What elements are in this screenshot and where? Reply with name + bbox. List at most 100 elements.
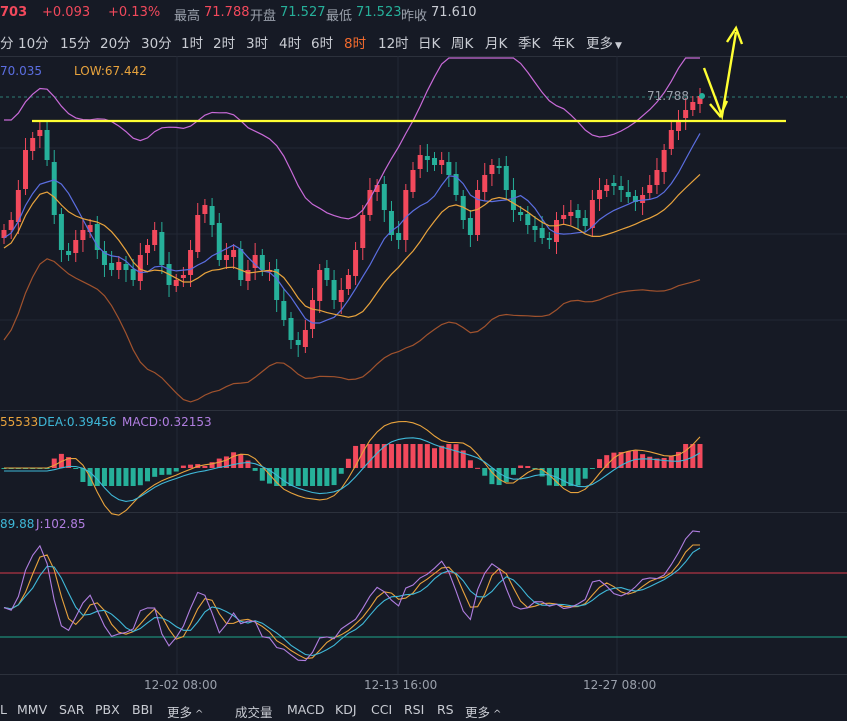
macd-bar	[238, 454, 244, 468]
macd-bar	[274, 468, 280, 486]
macd-bar	[403, 444, 409, 468]
macd-bar	[152, 468, 158, 477]
candle-body	[310, 300, 316, 329]
candle-body	[73, 240, 79, 253]
tab-sar[interactable]: SAR	[59, 702, 85, 717]
candle-body	[130, 269, 136, 280]
candle-body	[410, 170, 416, 192]
chevron-down-icon: ▼	[615, 41, 622, 51]
candle-body	[15, 190, 21, 222]
macd-bar	[381, 444, 387, 468]
macd-bar	[432, 448, 438, 468]
candle-body	[116, 262, 122, 270]
tab-bbi[interactable]: BBI	[132, 702, 153, 717]
ma-line-orange	[3, 173, 701, 318]
candle-body	[632, 196, 638, 202]
macd-bar	[575, 468, 581, 486]
candle-body	[245, 270, 251, 281]
tab-mmv[interactable]: MMV	[17, 702, 48, 717]
kdj-d-line	[3, 547, 701, 657]
macd-bar	[625, 451, 631, 468]
tab-more-sub[interactable]: 更多 ^	[465, 702, 501, 721]
candle-body	[374, 185, 380, 192]
candle-body	[252, 255, 258, 268]
macd-bar	[396, 444, 402, 468]
high-value: 71.788	[204, 5, 250, 20]
interval-10m[interactable]: 10分	[18, 36, 49, 52]
macd-bar	[539, 468, 545, 477]
candle-body	[661, 150, 667, 172]
prev-close-value: 71.610	[431, 5, 477, 20]
interval-6h[interactable]: 6时	[311, 36, 334, 52]
interval-12h[interactable]: 12时	[378, 36, 409, 52]
interval-day[interactable]: 日K	[418, 36, 441, 52]
candle-body	[388, 211, 394, 235]
candle-body	[697, 96, 703, 104]
last-price-tag: 71.788	[647, 89, 689, 103]
tab-indicator-l[interactable]: L	[0, 702, 7, 717]
last-price: 703	[0, 5, 28, 20]
interval-30m[interactable]: 30分	[141, 36, 172, 52]
macd-bar	[446, 444, 452, 468]
tab-rsi[interactable]: RSI	[404, 702, 425, 717]
indicator-tabs: L MMV SAR PBX BBI 更多 ^ 成交量 MACD KDJ CCI R…	[0, 702, 847, 720]
macd-bar	[180, 465, 186, 468]
interval-month[interactable]: 月K	[485, 36, 508, 52]
macd-bar	[159, 468, 165, 475]
macd-bar	[252, 468, 258, 471]
tab-rs[interactable]: RS	[437, 702, 454, 717]
last-price-dot	[699, 93, 705, 99]
tab-more-main[interactable]: 更多 ^	[167, 702, 203, 721]
candle-body	[1, 230, 7, 238]
price-change-percent: +0.13%	[108, 5, 161, 20]
interval-week[interactable]: 周K	[451, 36, 474, 52]
tab-cci[interactable]: CCI	[371, 702, 393, 717]
candle-body	[417, 155, 423, 169]
arrow-head-up-icon	[725, 25, 744, 45]
tab-kdj[interactable]: KDJ	[335, 702, 357, 717]
macd-dea-line	[4, 437, 701, 502]
open-label: 开盘	[250, 9, 277, 24]
candle-body	[180, 275, 186, 278]
candle-body	[137, 255, 143, 281]
arrow-head-down-icon	[709, 100, 729, 119]
time-axis-label: 12-13 16:00	[364, 678, 438, 692]
tab-volume[interactable]: 成交量	[235, 705, 273, 720]
macd-bar	[188, 464, 194, 468]
interval-more[interactable]: 更多 ▼	[586, 32, 622, 52]
interval-year[interactable]: 年K	[552, 36, 575, 52]
interval-quarter[interactable]: 季K	[518, 36, 541, 52]
candle-body	[173, 280, 179, 286]
tab-pbx[interactable]: PBX	[95, 702, 120, 717]
low-label: 最低	[326, 9, 353, 24]
macd-bar	[94, 468, 100, 486]
interval-4h[interactable]: 4时	[279, 36, 302, 52]
candle-body	[510, 190, 516, 210]
bollinger-lower-line	[3, 258, 701, 403]
macd-bar	[604, 455, 610, 468]
macd-bar	[654, 458, 660, 468]
candle-body	[439, 160, 445, 165]
interval-3h[interactable]: 3时	[246, 36, 269, 52]
interval-1h[interactable]: 1时	[181, 36, 204, 52]
macd-bar	[424, 444, 430, 468]
macd-bar	[367, 444, 373, 468]
interval-20m[interactable]: 20分	[100, 36, 131, 52]
interval-1m[interactable]: 分	[0, 36, 14, 52]
macd-bar	[568, 468, 574, 486]
macd-bar	[51, 458, 57, 468]
candle-body	[668, 130, 674, 149]
macd-bar	[503, 468, 509, 483]
interval-2h[interactable]: 2时	[213, 36, 236, 52]
interval-15m[interactable]: 15分	[60, 36, 91, 52]
macd-bar	[475, 467, 481, 469]
tab-macd[interactable]: MACD	[287, 702, 325, 717]
candle-body	[317, 270, 323, 301]
candle-body	[238, 249, 244, 280]
candle-body	[532, 226, 538, 230]
macd-bar	[611, 452, 617, 468]
macd-bar	[510, 468, 516, 475]
interval-8h[interactable]: 8时	[344, 36, 367, 52]
candle-body	[216, 223, 222, 260]
